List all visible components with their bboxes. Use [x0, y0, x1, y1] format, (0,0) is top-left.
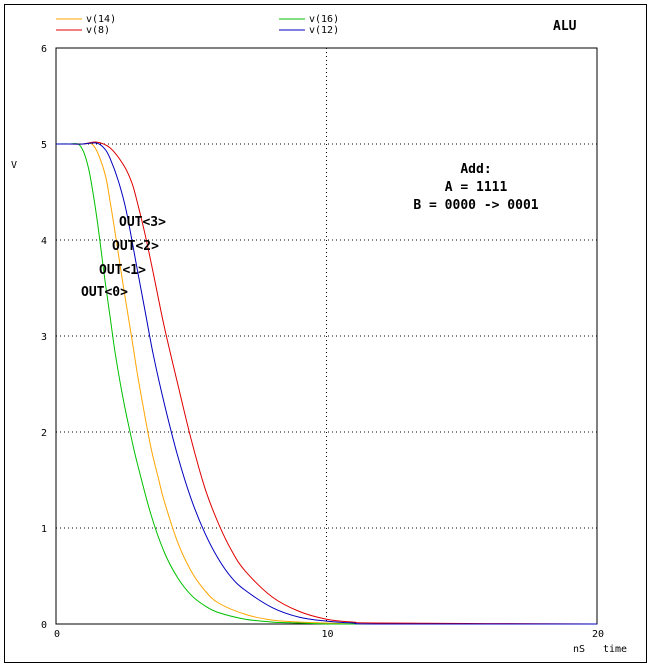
- y-axis-label: V: [11, 160, 17, 171]
- y-tick-label-2: 2: [41, 428, 47, 439]
- label-out2: OUT<2>: [112, 239, 159, 254]
- label-out0: OUT<0>: [81, 285, 128, 300]
- label-out3: OUT<3>: [119, 215, 166, 230]
- y-tick-label-3: 3: [41, 332, 47, 343]
- y-tick-label-4: 4: [41, 236, 47, 247]
- annotation: Add: A = 1111 B = 0000 -> 0001: [413, 162, 538, 213]
- curves: [55, 141, 598, 625]
- series-line-v12: [56, 142, 598, 625]
- grid: [56, 48, 597, 624]
- x-axis-unit: nS: [573, 644, 585, 655]
- curve-labels: OUT<3> OUT<2> OUT<1> OUT<0>: [81, 215, 166, 300]
- x-tick-label-1: 10: [321, 629, 333, 640]
- x-tick-label-0: 0: [54, 629, 60, 640]
- legend-label-v8: v(8): [86, 25, 110, 36]
- x-tick-label-2: 20: [592, 629, 604, 640]
- legend-label-v16: v(16): [309, 14, 339, 25]
- chart-title: ALU: [553, 19, 577, 34]
- series-line-v14: [56, 142, 597, 625]
- tick-labels: 0 1 2 3 4 5 6 0 10 20: [41, 44, 604, 640]
- legend-label-v14: v(14): [86, 14, 116, 25]
- y-tick-label-5: 5: [41, 140, 47, 151]
- annotation-line1: Add:: [460, 162, 491, 177]
- annotation-line2: A = 1111: [445, 180, 508, 195]
- y-tick-label-6: 6: [41, 44, 47, 55]
- annotation-line3: B = 0000 -> 0001: [413, 198, 538, 213]
- series-line-v8: [56, 141, 598, 625]
- plot-window: [4, 4, 647, 663]
- y-tick-label-0: 0: [41, 620, 47, 631]
- legend-label-v12: v(12): [309, 25, 339, 36]
- label-out1: OUT<1>: [99, 263, 146, 278]
- series-line-v16: [55, 143, 597, 625]
- legend: v(14) v(8) v(16) v(12): [56, 14, 339, 36]
- x-axis-label: time: [603, 644, 627, 655]
- y-tick-label-1: 1: [41, 524, 47, 535]
